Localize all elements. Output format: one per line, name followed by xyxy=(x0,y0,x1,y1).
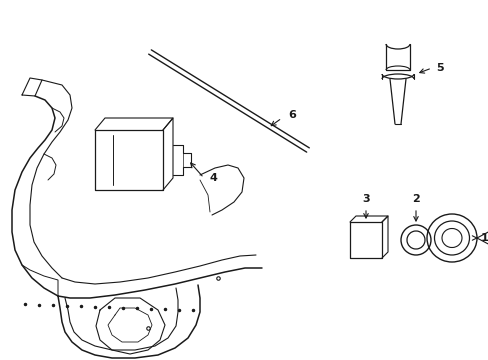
Text: 1: 1 xyxy=(480,233,488,243)
Text: 2: 2 xyxy=(411,194,419,204)
Text: 6: 6 xyxy=(287,110,295,120)
Text: 3: 3 xyxy=(362,194,369,204)
Text: 5: 5 xyxy=(435,63,443,73)
Text: 4: 4 xyxy=(209,173,218,183)
